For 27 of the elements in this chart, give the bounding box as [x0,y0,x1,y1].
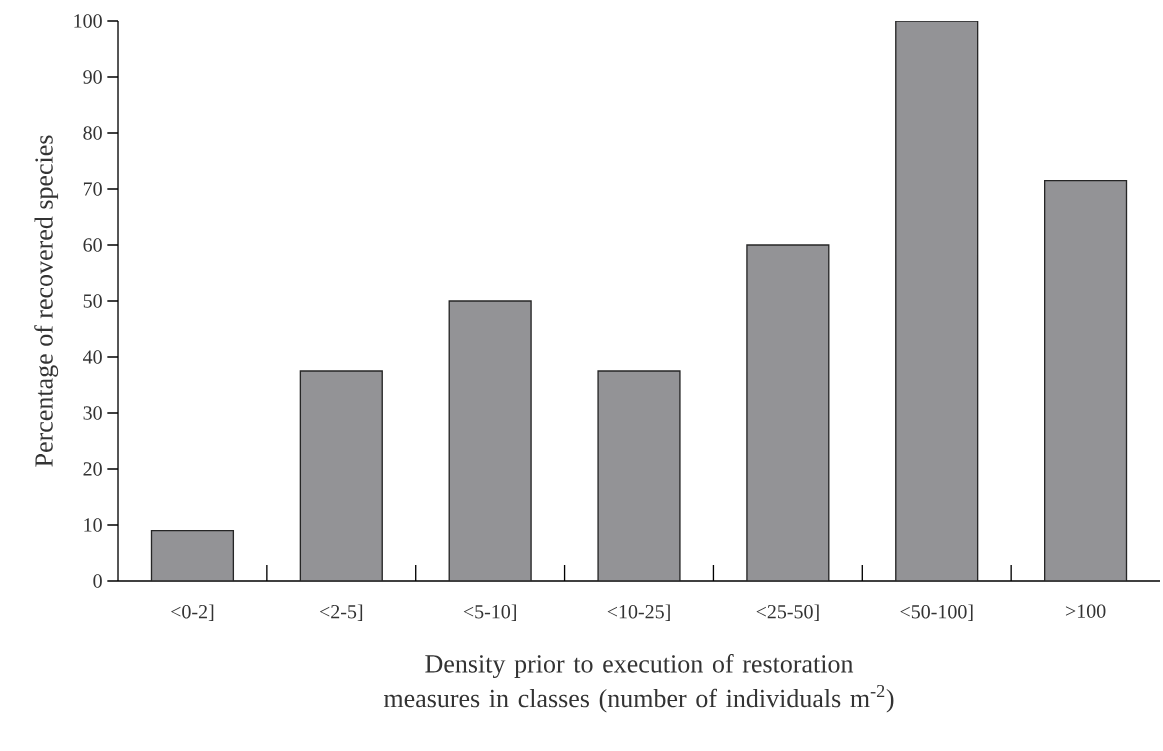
x-tick-label: <10-25] [607,604,670,621]
y-tick-label: 30 [83,406,102,420]
x-tick-label: >100 [1065,604,1106,618]
bar [448,300,532,581]
y-tick-label: 40 [83,350,102,364]
bar [150,529,235,581]
y-tick-label: 90 [83,70,102,84]
bar [1043,179,1128,581]
bar [299,370,383,581]
y-tick-label: 0 [93,574,102,588]
bar [597,370,681,581]
y-tick-label: 70 [83,182,102,196]
y-tick-label: 80 [83,126,102,140]
x-tick-label: <50-100] [900,604,973,621]
bar [895,21,979,581]
x-tick-label: <25-50] [756,604,819,621]
bar [746,244,830,581]
y-axis-title: Percentage of recovered species [34,135,59,467]
y-tick-label: 10 [84,518,102,532]
y-tick-label: 20 [83,462,102,476]
x-tick-label: <0-2] [171,604,214,621]
x-tick-label: <2-5] [320,604,363,621]
x-axis-title: Density prior to execution of restoration measures in classes (number of individuals m$^{-2}$) [383,654,894,713]
y-tick-label: 60 [83,238,102,252]
y-tick-label: 100 [74,14,102,28]
x-tick-label: <5-10] [463,604,516,621]
y-tick-label: 50 [83,294,102,308]
